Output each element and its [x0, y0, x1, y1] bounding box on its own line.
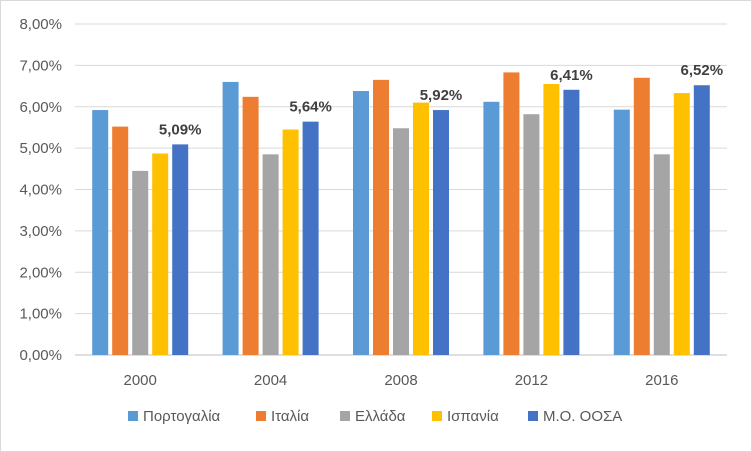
y-tick-label: 3,00%	[19, 223, 62, 240]
legend-label-2: Ιταλία	[271, 408, 309, 425]
legend-swatch-2	[256, 411, 266, 421]
bar-2000-3	[132, 170, 149, 355]
data-labels: 5,09% 5,64% 5,92% 6,41% 6,52%	[159, 62, 723, 138]
bar-2008-2	[373, 79, 389, 355]
legend: Πορτογαλία Ιταλία Ελλάδα Ισπανία Μ.Ο. ΟΟΣΑ	[128, 408, 622, 425]
y-tick-label: 2,00%	[19, 264, 62, 281]
y-tick-label: 7,00%	[19, 57, 62, 74]
bar-2012-1	[483, 101, 500, 355]
bar-2016-3	[653, 154, 670, 355]
data-label-2008: 5,92%	[420, 87, 463, 104]
y-tick-label: 5,00%	[19, 140, 62, 157]
bar-2004-5	[302, 121, 319, 356]
legend-label-4: Ισπανία	[447, 408, 499, 425]
bar-2000-2	[112, 126, 129, 355]
legend-label-1: Πορτογαλία	[143, 408, 221, 425]
bars	[92, 72, 710, 356]
bar-2008-5	[433, 110, 449, 355]
bar-2004-2	[242, 96, 259, 355]
bar-2000-1	[92, 110, 109, 355]
bar-2016-1	[613, 109, 630, 356]
legend-swatch-4	[432, 411, 442, 421]
legend-swatch-3	[340, 411, 350, 421]
data-label-2000: 5,09%	[159, 121, 202, 138]
x-tick-label-2016: 2016	[645, 372, 678, 389]
legend-swatch-5	[528, 411, 538, 421]
x-tick-label-2000: 2000	[124, 372, 157, 389]
bar-2012-4	[543, 83, 560, 356]
bar-2008-1	[353, 91, 369, 355]
legend-swatch-1	[128, 411, 138, 421]
bar-2000-4	[152, 153, 169, 355]
bar-2016-2	[633, 77, 650, 355]
bar-2016-4	[673, 93, 690, 355]
y-tick-label: 6,00%	[19, 99, 62, 116]
bar-2016-5	[693, 85, 710, 356]
data-label-2012: 6,41%	[550, 67, 593, 84]
bar-2008-3	[393, 128, 409, 355]
y-tick-label: 1,00%	[19, 306, 62, 323]
x-tick-label-2008: 2008	[384, 372, 417, 389]
data-label-2016: 6,52%	[681, 62, 724, 79]
bar-2004-3	[262, 154, 279, 355]
legend-label-3: Ελλάδα	[355, 408, 406, 425]
bar-2008-4	[413, 102, 429, 355]
legend-label-5: Μ.Ο. ΟΟΣΑ	[543, 408, 622, 425]
x-tick-label-2012: 2012	[515, 372, 548, 389]
bar-2012-5	[563, 89, 580, 355]
y-tick-label: 4,00%	[19, 182, 62, 199]
x-axis-ticks: 2000 2004 2008 2012 2016	[124, 372, 679, 389]
bar-2012-2	[503, 72, 520, 355]
x-tick-label-2004: 2004	[254, 372, 287, 389]
y-axis-ticks: 0,00% 1,00% 2,00% 3,00% 4,00% 5,00% 6,00% 7,00%…	[19, 16, 62, 364]
bar-2012-3	[523, 114, 540, 355]
bar-2000-5	[172, 144, 189, 355]
y-tick-label: 0,00%	[19, 347, 62, 364]
bar-2004-4	[282, 129, 299, 355]
bar-2004-1	[222, 81, 239, 356]
y-tick-label: 8,00%	[19, 16, 62, 33]
data-label-2004: 5,64%	[289, 99, 332, 116]
